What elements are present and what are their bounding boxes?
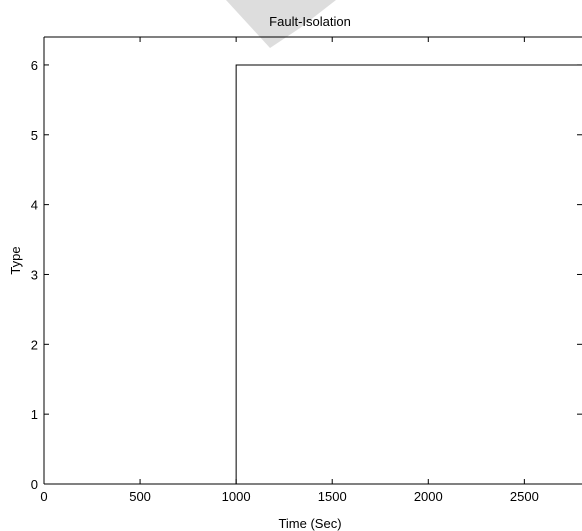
y-tick-label: 2 xyxy=(31,337,38,352)
series-line xyxy=(44,64,582,485)
watermark-shape xyxy=(226,0,336,48)
x-axis-label: Time (Sec) xyxy=(278,516,341,531)
x-tick-label: 500 xyxy=(129,489,151,504)
plot-area: 0 500 1000 1500 2000 2500 0 1 2 3 4 5 6 xyxy=(31,36,582,504)
x-tick-label: 0 xyxy=(40,489,47,504)
y-axis-label: Type xyxy=(8,246,23,274)
y-tick-label: 0 xyxy=(31,477,38,492)
y-tick-label: 6 xyxy=(31,58,38,73)
x-tick-label: 1000 xyxy=(222,489,251,504)
y-tick-label: 5 xyxy=(31,128,38,143)
y-tick-label: 4 xyxy=(31,198,38,213)
x-tick-label: 2000 xyxy=(414,489,443,504)
y-tick-label: 1 xyxy=(31,407,38,422)
y-tick-label: 3 xyxy=(31,267,38,282)
x-tick-label: 1500 xyxy=(318,489,347,504)
x-tick-label: 2500 xyxy=(510,489,539,504)
chart-title: Fault-Isolation xyxy=(269,14,351,29)
